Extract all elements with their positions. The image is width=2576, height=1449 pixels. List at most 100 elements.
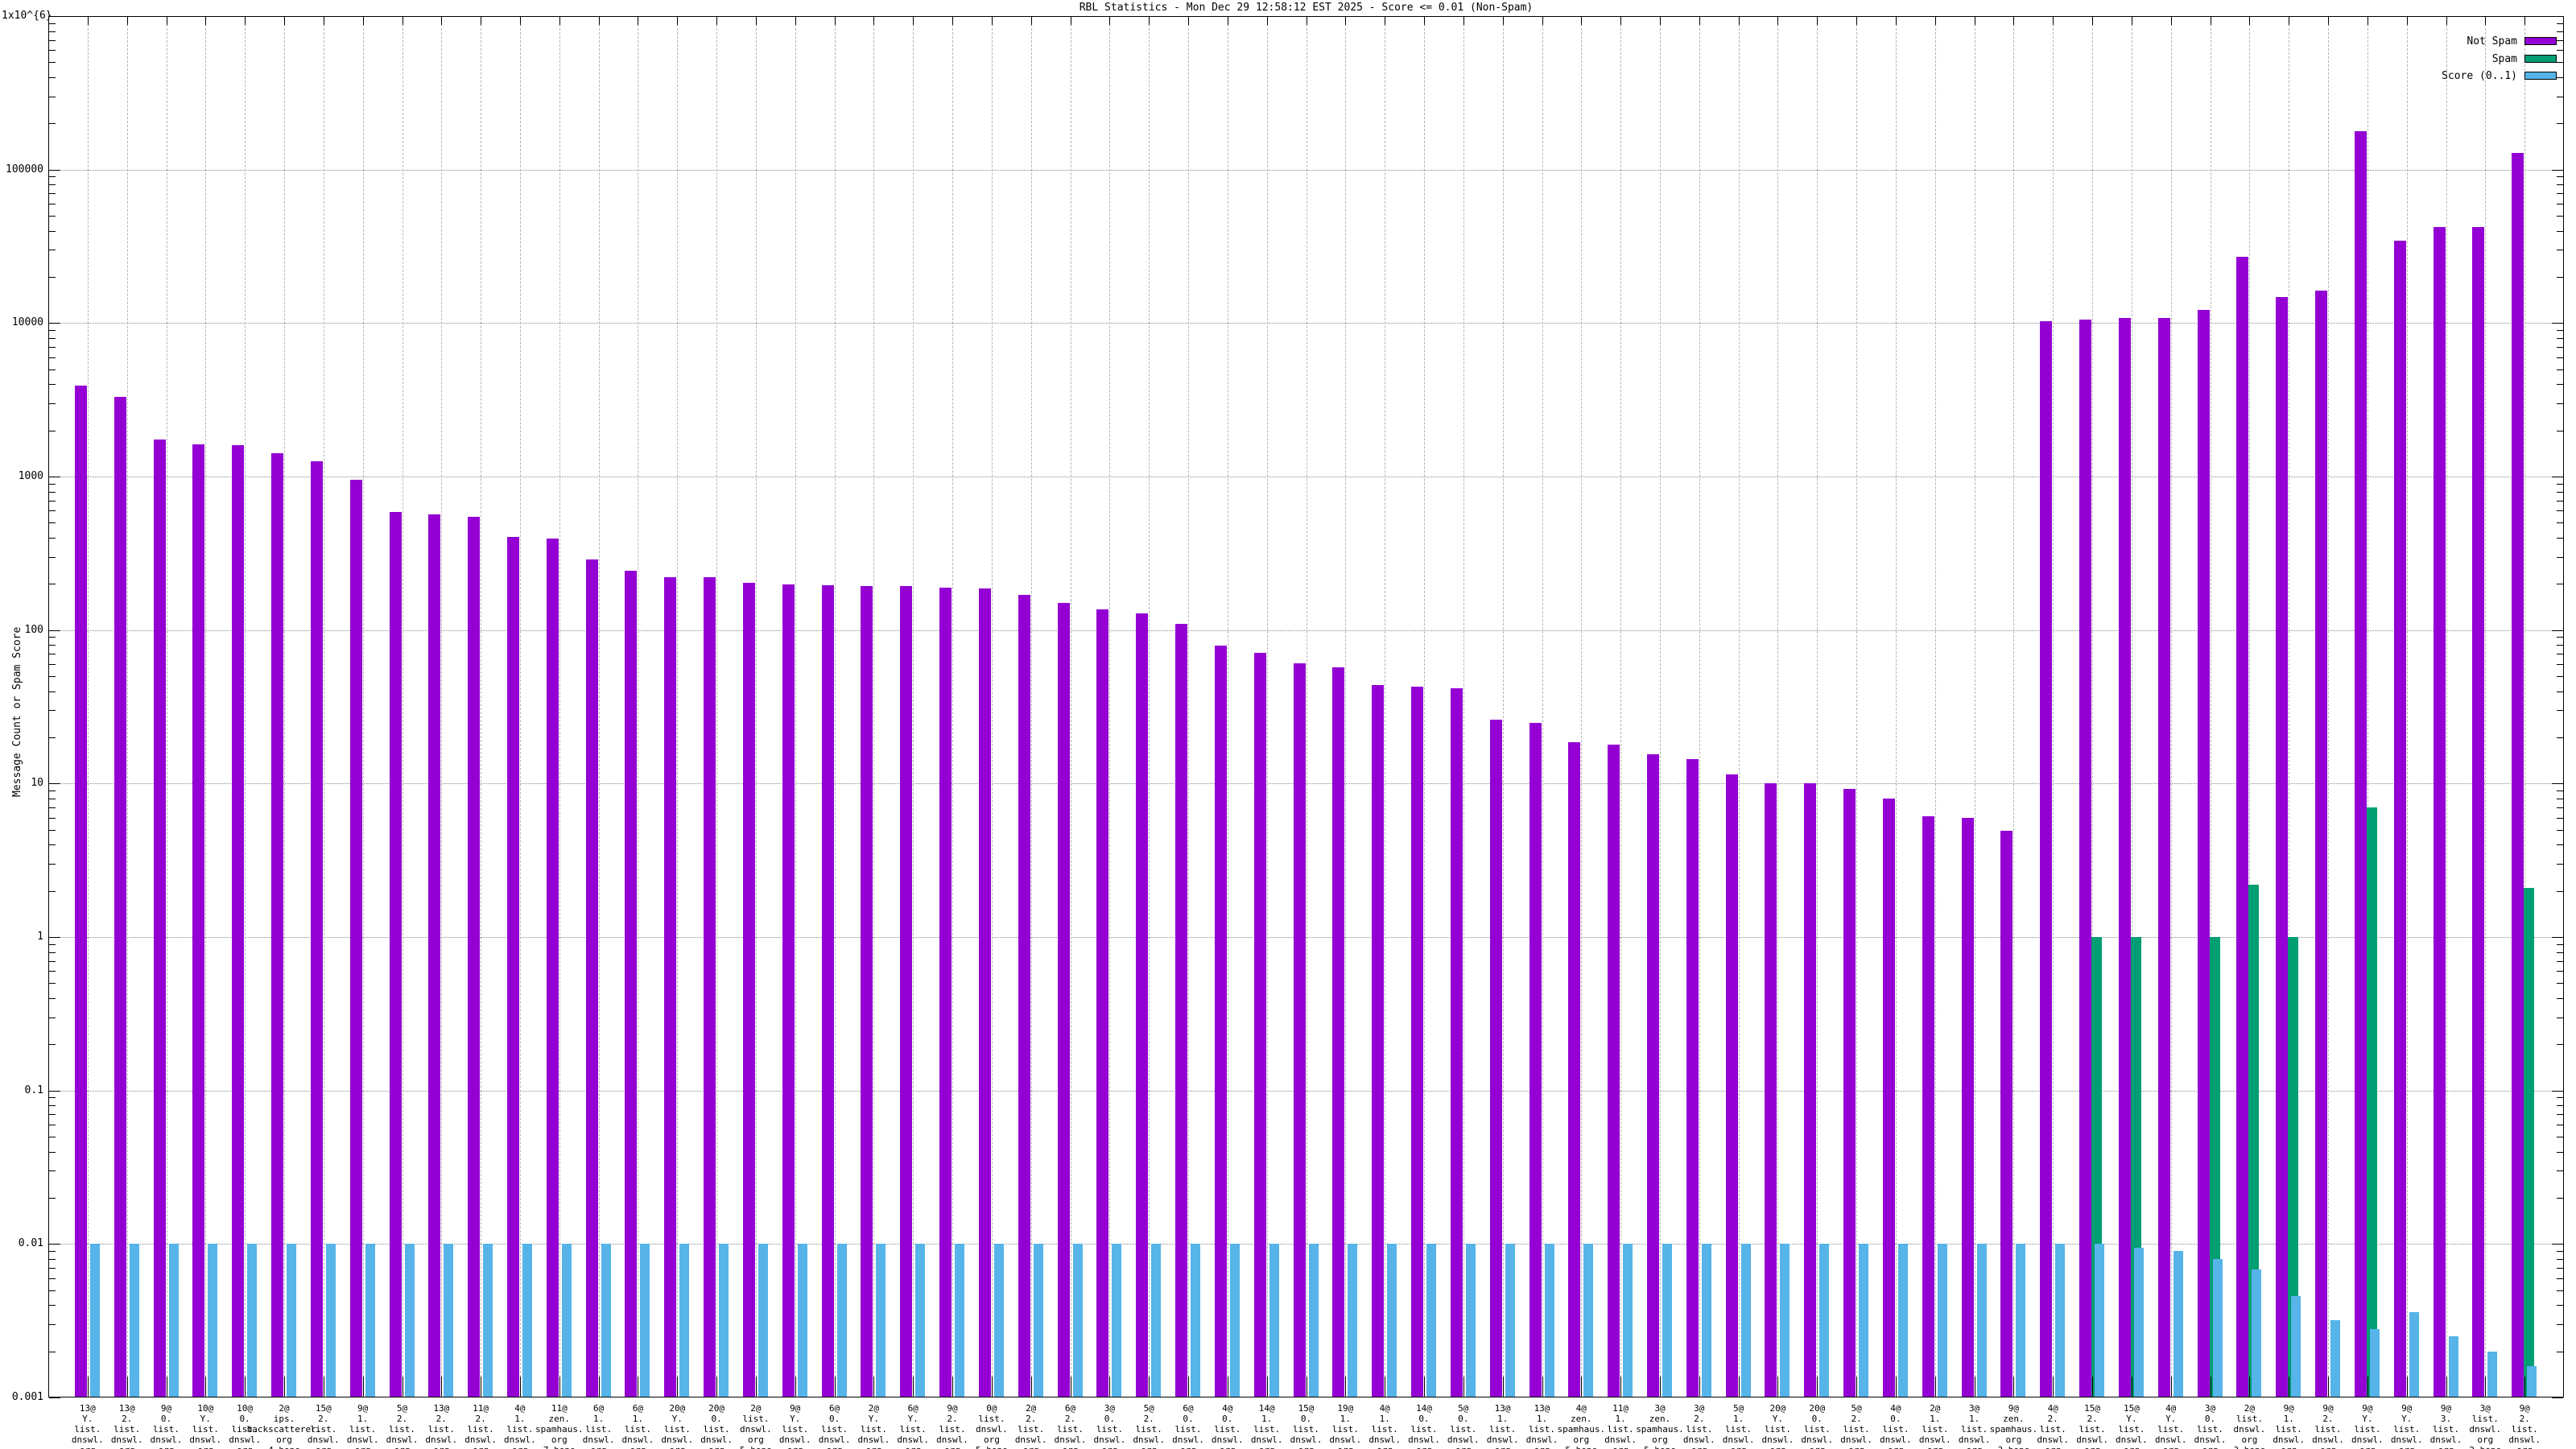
y-minor-tick-left [49,952,56,953]
bar-score [876,1244,886,1397]
y-minor-tick-right [2557,23,2563,24]
y-minor-tick-right [2557,230,2563,232]
y-tick-label: 1000 [18,470,43,482]
x-tick-label-line: dnswl. [386,1435,419,1445]
x-tick-top [1188,17,1189,25]
x-tick-label-line: list. [2039,1424,2066,1435]
bar-not-spam [1018,594,1030,1397]
x-tick-label-line: 6@ [632,1403,644,1414]
x-tick-label-line: list. [74,1424,101,1435]
x-tick-label-line: org [2468,1445,2576,1449]
y-minor-tick-left [49,1114,56,1116]
x-tick-label: 11@zen.spamhaus.org7 hops [503,1403,616,1449]
y-minor-tick-right [2557,337,2563,339]
x-tick-label-line: list. [2432,1424,2460,1435]
bar-score [1937,1244,1947,1397]
x-tick-top [1895,17,1897,25]
x-tick-label-line: 9@ [2401,1403,2413,1414]
y-minor-tick-right [2557,1151,2563,1153]
x-gridline [205,16,207,1397]
y-tick-label: 1x10^{6} [2,10,52,22]
x-tick-label-line: spamhaus. [535,1424,584,1435]
y-tick-label: 0.1 [24,1084,43,1096]
x-tick-label: 9@Y.list.dnswl.org5 hops [739,1403,852,1449]
x-tick-label-line: 9@ [2283,1403,2294,1414]
x-tick-label-line: org [739,1445,852,1449]
bar-not-spam [1096,609,1109,1397]
x-tick-label-line: 5 hops [1604,1445,1716,1449]
x-tick-label-line: list. [2235,1414,2263,1424]
x-tick-label-line: list. [2393,1424,2421,1435]
y-minor-tick-right [2557,997,2563,999]
x-tick-label-line: dnswl. [189,1435,222,1445]
x-gridline [598,16,600,1397]
x-tick-bottom [559,1377,560,1397]
x-tick-label-line: list. [467,1424,494,1435]
x-tick-bottom [2485,1377,2487,1397]
x-tick-label-line: 4@ [514,1403,526,1414]
x-gridline [1424,16,1425,1397]
bar-not-spam [978,588,991,1397]
bar-score [1308,1244,1319,1397]
x-tick-label-line: zen. [548,1414,571,1424]
x-gridline [991,16,993,1397]
bar-not-spam [1725,774,1738,1397]
bar-not-spam [704,577,716,1397]
bar-score [287,1244,296,1397]
bar-not-spam [153,439,166,1397]
bar-score [1505,1244,1515,1397]
x-tick-label-line: org [1573,1435,1590,1445]
x-tick-label-line: org [1211,1445,1323,1449]
x-tick-label-line: 9@ [2362,1403,2373,1414]
x-tick-label-line: 10@ [197,1403,214,1414]
x-tick-label-line: 2@ [868,1403,880,1414]
y-minor-tick-left [49,710,56,712]
x-tick-label-line: dnswl. [1880,1435,1912,1445]
y-minor-tick-left [49,737,56,738]
x-tick-label-line: 5 hops [700,1445,812,1449]
bar-score [2095,1244,2105,1397]
bar-score [2487,1351,2498,1397]
y-major-tick-right [2552,1244,2563,1245]
x-tick-label-line: dnswl. [1211,1435,1244,1445]
x-tick-bottom [598,1377,600,1397]
y-minor-tick-left [49,50,56,52]
y-minor-tick-right [2557,1105,2563,1107]
x-tick-top [1934,17,1936,25]
bar-not-spam [1175,623,1187,1397]
x-tick-label-line: 2. [436,1414,447,1424]
x-tick-label-line: 5 hops [1525,1445,1637,1449]
y-minor-tick-right [2557,890,2563,892]
bar-not-spam [1372,684,1385,1397]
bar-score [2409,1311,2419,1397]
x-tick-label-line: 11@ [551,1403,568,1414]
bar-not-spam [2276,296,2289,1397]
x-tick-label-line: 0. [1104,1414,1116,1424]
x-gridline [1817,16,1818,1397]
x-tick-label-line: dnswl. [464,1435,497,1445]
x-gridline [559,16,560,1397]
x-tick-label-line: 3 hops [2193,1445,2306,1449]
x-tick-label-line: 2. [1143,1414,1154,1424]
y-minor-tick-right [2557,491,2563,493]
x-tick-label-line: dnswl. [71,1435,104,1445]
x-tick-label-line: 3@ [1694,1403,1705,1414]
y-tick-label: 1 [37,931,43,943]
x-tick-label-line: org [1486,1445,1599,1449]
x-tick-label-line: dnswl. [1486,1435,1519,1445]
x-tick-label-line: org [1652,1435,1668,1445]
x-tick-top [677,17,679,25]
x-tick-label-line: 4@ [2165,1403,2177,1414]
y-gridline [48,323,2564,324]
y-minor-tick-left [49,645,56,646]
x-tick-top [284,17,285,25]
x-tick-bottom [245,1377,246,1397]
x-tick-label-line: org [983,1435,1000,1445]
x-tick-top [2013,17,2015,25]
y-minor-tick-left [49,637,56,638]
x-tick-label-line: 5@ [1143,1403,1154,1414]
